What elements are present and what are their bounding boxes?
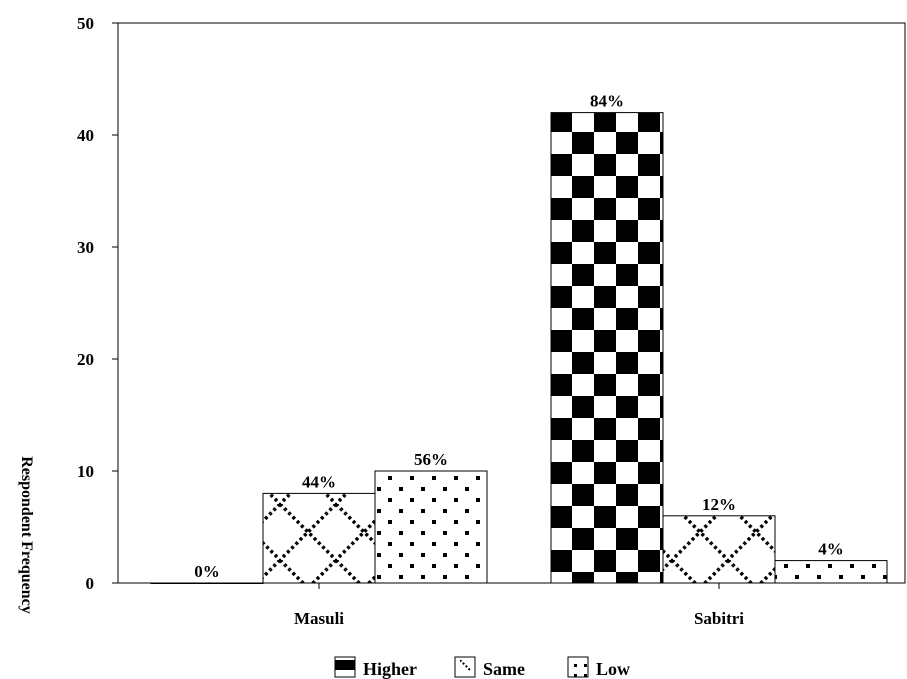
- legend-label-low: Low: [596, 659, 630, 679]
- x-axis: Masuli Sabitri: [294, 583, 744, 628]
- data-labels: 0% 44% 56% 84% 12% 4%: [194, 92, 844, 581]
- y-tick-label: 0: [86, 574, 95, 593]
- legend-label-same: Same: [483, 659, 525, 679]
- data-label: 56%: [414, 450, 448, 469]
- data-label: 44%: [302, 472, 336, 491]
- y-tick-label: 40: [77, 126, 94, 145]
- bar-same-masuli: [262, 492, 376, 584]
- bar-same-sabitri: [662, 515, 776, 584]
- data-label: 84%: [590, 92, 624, 111]
- legend-swatch-low: [567, 656, 589, 678]
- y-tick-label: 30: [77, 238, 94, 257]
- category-label-sabitri: Sabitri: [694, 609, 744, 628]
- bar-low-sabitri: [774, 560, 888, 584]
- legend-swatch-same: [454, 656, 476, 678]
- bar-higher-sabitri: [550, 112, 664, 584]
- plot-frame: [117, 22, 906, 584]
- legend-label-higher: Higher: [363, 659, 417, 679]
- y-tick-label: 20: [77, 350, 94, 369]
- y-tick-label: 10: [77, 462, 94, 481]
- bar-higher-masuli: [150, 582, 264, 584]
- data-label: 4%: [818, 540, 844, 559]
- legend-swatch-higher: [334, 656, 356, 678]
- bars: [150, 112, 888, 584]
- y-axis: 0 10 20 30 40 50: [77, 14, 118, 593]
- data-label: 12%: [702, 495, 736, 514]
- legend: Higher Same Low: [334, 656, 630, 679]
- data-label: 0%: [194, 562, 220, 581]
- y-axis-title: Respondent Frequency: [18, 456, 35, 614]
- bar-low-masuli: [374, 470, 488, 584]
- y-tick-label: 50: [77, 14, 94, 33]
- category-label-masuli: Masuli: [294, 609, 344, 628]
